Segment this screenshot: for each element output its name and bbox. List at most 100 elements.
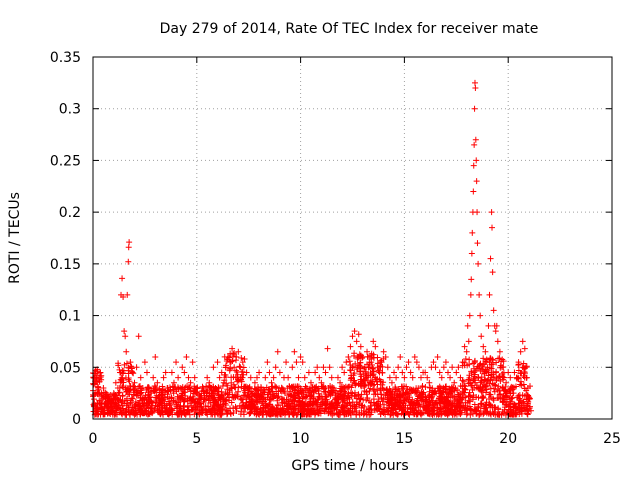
data-point-dense [291,387,298,394]
data-point-dense [484,377,491,384]
data-point [395,364,402,371]
data-point [465,338,472,345]
data-point [488,209,495,216]
data-point-dense [515,362,522,369]
data-point [347,343,354,350]
data-point [409,374,416,381]
data-point-dense [251,392,258,399]
data-point [214,359,221,366]
data-point-dense [152,386,159,393]
data-point-dense [175,408,182,415]
data-point-dense [232,384,239,391]
data-point-dense [211,390,218,397]
data-point-dense [366,363,373,370]
data-point-dense [238,378,245,385]
data-point-dense [320,384,327,391]
data-point [411,353,418,360]
data-point-dense [248,388,255,395]
data-point-dense [267,411,274,418]
data-point-dense [503,390,510,397]
data-point-dense [93,379,100,386]
data-point-dense [239,359,246,366]
data-point [482,348,489,355]
data-point-dense [480,361,487,368]
data-point-dense [384,408,391,415]
data-point [496,348,503,355]
data-point-dense [283,403,290,410]
data-point-dense [398,393,405,400]
data-point-dense [310,388,317,395]
data-point-dense [360,377,367,384]
data-point-dense [480,355,487,362]
data-point-dense [261,386,268,393]
data-point-dense [485,372,492,379]
data-point-dense [208,404,215,411]
data-point-dense [482,389,489,396]
data-point-dense [386,385,393,392]
data-point-dense [211,410,218,417]
data-point-dense [141,404,148,411]
data-point-dense [493,377,500,384]
data-point [519,338,526,345]
data-point-dense [341,392,348,399]
data-point [285,374,292,381]
data-point-dense [245,393,252,400]
data-point-dense [269,404,276,411]
data-point-dense [122,411,129,418]
data-point-dense [201,394,208,401]
data-point-dense [299,399,306,406]
data-point-dense [374,400,381,407]
data-point-dense [287,388,294,395]
data-point-dense [436,397,443,404]
data-point [160,374,167,381]
data-point [474,240,481,247]
data-point-dense [240,364,247,371]
data-point-dense [350,372,357,379]
data-point-dense [159,383,166,390]
data-point-dense [365,374,372,381]
data-point [122,333,129,340]
data-point-dense [132,406,139,413]
data-point-dense [207,408,214,415]
data-point [405,359,412,366]
data-point-dense [104,403,111,410]
data-point-dense [497,362,504,369]
data-point-dense [442,404,449,411]
data-point-dense [147,405,154,412]
data-point [449,364,456,371]
data-point-dense [278,411,285,418]
data-point-dense [287,405,294,412]
data-point-dense [90,381,97,388]
data-point [471,141,478,148]
data-point-dense [282,400,289,407]
data-point-dense [119,384,126,391]
data-point-dense [304,389,311,396]
data-point [472,136,479,143]
data-point [485,322,492,329]
data-point [490,307,497,314]
data-point-dense [377,410,384,417]
data-point [440,364,447,371]
data-point [393,374,400,381]
data-point-dense [269,393,276,400]
data-point-dense [284,408,291,415]
data-point-dense [409,396,416,403]
data-point-dense [455,391,462,398]
data-point-dense [518,410,525,417]
data-point [492,328,499,335]
data-point-dense [223,380,230,387]
data-point-dense [382,411,389,418]
data-point-dense [522,407,529,414]
data-point-dense [426,408,433,415]
data-point-dense [478,374,485,381]
data-point-dense [117,409,124,416]
data-point-dense [406,399,413,406]
data-point-dense [454,400,461,407]
data-point-dense [271,392,278,399]
data-point-dense [223,396,230,403]
data-point-dense [281,390,288,397]
data-point [470,188,477,195]
data-point-dense [191,399,198,406]
data-point-dense [239,368,246,375]
data-point [453,369,460,376]
